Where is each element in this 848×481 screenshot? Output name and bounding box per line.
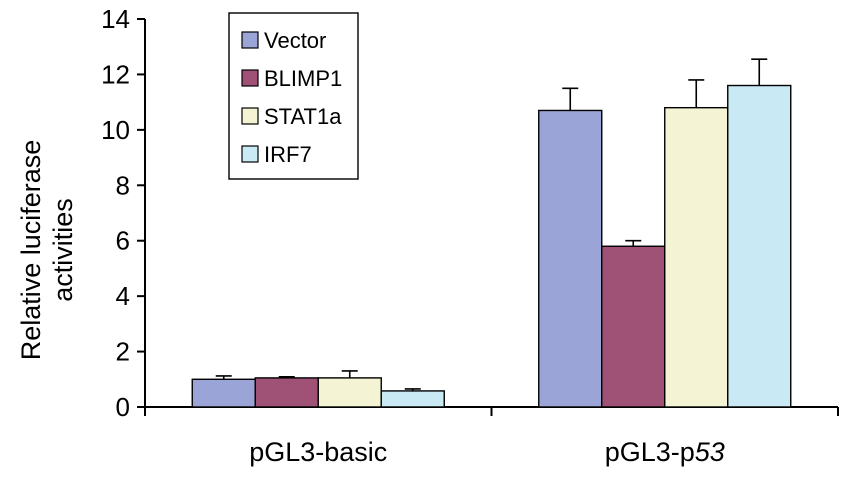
bar [538, 109, 603, 408]
bar [727, 84, 792, 408]
y-axis-label: Relative luciferase activities [16, 140, 78, 361]
bars [191, 84, 792, 408]
y-tick-label: 8 [116, 170, 130, 200]
legend-swatch [241, 31, 259, 49]
legend-label: BLIMP1 [264, 66, 342, 91]
y-tick-label: 14 [101, 4, 130, 34]
bar [380, 390, 445, 408]
legend-label: Vector [264, 28, 326, 53]
y-tick-label: 10 [101, 115, 130, 145]
y-axis-label-line: Relative luciferase [16, 140, 46, 361]
bar [191, 378, 256, 408]
y-tick-label: 4 [116, 281, 130, 311]
x-category-label: pGL3-p53 [605, 437, 725, 467]
y-tick-label: 12 [101, 59, 130, 89]
bar [254, 377, 319, 408]
y-tick-label: 6 [116, 226, 130, 256]
legend-label: IRF7 [264, 142, 312, 167]
bar [601, 245, 666, 408]
legend-swatch [241, 69, 259, 87]
legend-swatch [241, 145, 259, 163]
error-bars [215, 58, 768, 391]
y-axis-label-line: activities [48, 198, 78, 302]
legend-label: STAT1a [264, 104, 342, 129]
x-category-label: pGL3-basic [249, 437, 387, 467]
bar [317, 377, 382, 408]
x-axis-labels: pGL3-basic pGL3-p53 [249, 437, 725, 467]
y-tick-label: 0 [116, 392, 130, 422]
bar [664, 106, 729, 408]
y-tick-label: 2 [116, 337, 130, 367]
legend: Vector BLIMP1 STAT1a IRF7 [228, 12, 359, 180]
legend-swatch [241, 107, 259, 125]
